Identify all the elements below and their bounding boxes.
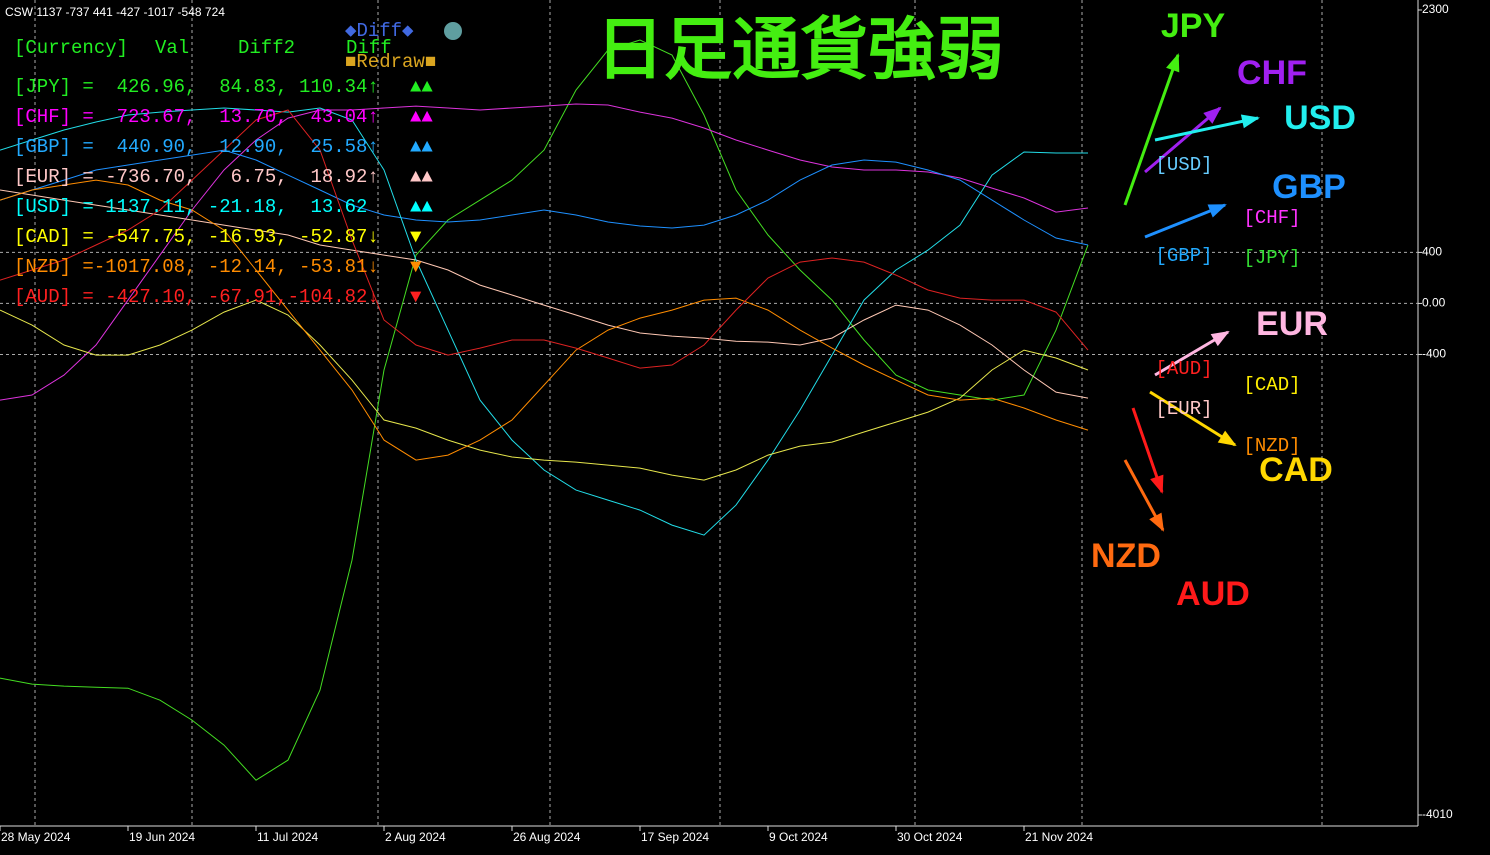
currency-tag: [NZD]: [1243, 435, 1300, 457]
table-row: [JPY] = 426.96, 84.83, 110.34↑: [14, 76, 379, 98]
y-tick-label: 400: [1422, 245, 1442, 259]
series-line: [0, 39, 1089, 781]
table-row: [EUR] = -736.70, 6.75, 18.92↑: [14, 166, 379, 188]
series-line: [0, 107, 1088, 536]
y-tick-label: 2300: [1422, 2, 1449, 16]
arrow-head: [1203, 106, 1222, 124]
signal: ▲▲: [410, 136, 433, 158]
y-tick-label: -400: [1422, 347, 1446, 361]
table-row: [AUD] = -427.10, -67.91,-104.82↓: [14, 286, 379, 308]
table-header: Diff: [346, 37, 392, 59]
arrow-head: [1150, 474, 1164, 494]
x-tick-label: 11 Jul 2024: [257, 830, 318, 844]
y-tick-label: -4010: [1422, 807, 1453, 821]
x-tick-label: 2 Aug 2024: [385, 830, 446, 844]
currency-label: EUR: [1256, 305, 1328, 343]
currency-tag: [CAD]: [1243, 374, 1300, 396]
table-row: [CHF] = 723.67, 13.70, 43.04↑: [14, 106, 379, 128]
signal: ▲▲: [410, 196, 433, 218]
arrow-head: [1240, 114, 1260, 129]
currency-label: AUD: [1176, 575, 1250, 613]
header: CSW 1137 -737 441 -427 -1017 -548 724: [5, 5, 225, 19]
signal: ▲▲: [410, 106, 433, 128]
overlay: [Currency] Val Diff2 Diff [JPY] = 426.96, 84…: [14, 7, 1356, 613]
currency-tag: [GBP]: [1155, 245, 1212, 267]
button[interactable]: ■Redraw■: [345, 51, 436, 73]
currency-label: CHF: [1237, 54, 1307, 92]
arrow: [1144, 106, 1221, 174]
arrow: [1123, 54, 1180, 206]
arrow-head: [1207, 204, 1227, 218]
chart-title: 日足通貨強弱: [596, 12, 1004, 88]
table-header: Diff2: [238, 37, 295, 59]
signal: ▼: [410, 286, 422, 308]
currency-label: USD: [1284, 99, 1356, 137]
arrow-head: [1149, 512, 1164, 532]
currency-tag: [AUD]: [1155, 358, 1212, 380]
series-line: [0, 103, 1089, 401]
currency-tag: [JPY]: [1243, 247, 1300, 269]
series-line: [0, 109, 1089, 369]
currency-label: CAD: [1259, 451, 1333, 489]
arrow: [1154, 116, 1259, 142]
table-header: [Currency]: [14, 37, 128, 59]
arrow: [1149, 390, 1236, 447]
x-tick-label: 17 Sep 2024: [641, 830, 709, 844]
x-tick-label: 28 May 2024: [1, 830, 71, 844]
currency-label: GBP: [1272, 168, 1346, 206]
y-tick-label: 0.00: [1422, 296, 1446, 310]
toggle-button[interactable]: [444, 22, 462, 40]
series-line: [0, 299, 1089, 481]
table-header: Val: [155, 37, 189, 59]
signal: ▲▲: [410, 76, 433, 98]
x-tick-label: 30 Oct 2024: [897, 830, 963, 844]
arrow-head: [1210, 330, 1230, 347]
currency-label: NZD: [1091, 537, 1161, 575]
arrow-head: [1217, 430, 1237, 447]
currency-tag: [USD]: [1155, 154, 1212, 176]
signal: ▼: [410, 226, 422, 248]
x-tick-label: 9 Oct 2024: [769, 830, 828, 844]
grid: 2300 400 0.00 -400 -4010 28 May 2024 19 Jun 20…: [0, 2, 1453, 844]
table-row: [NZD] =-1017.08, -12.14, -53.81↓: [14, 256, 379, 278]
x-tick-label: 19 Jun 2024: [129, 830, 195, 844]
table-row: [CAD] = -547.75, -16.93, -52.87↓: [14, 226, 379, 248]
currency-tag: [CHF]: [1243, 207, 1300, 229]
signal: ▲▲: [410, 166, 433, 188]
series-line: [0, 179, 1089, 461]
series-line: [0, 149, 1089, 246]
arrow-head: [1166, 53, 1180, 73]
x-tick-label: 26 Aug 2024: [513, 830, 581, 844]
series-line: [0, 189, 1089, 399]
signal: ▼: [410, 256, 422, 278]
table-row: [GBP] = 440.90, 12.90, 25.58↑: [14, 136, 379, 158]
currency-tag: [EUR]: [1155, 398, 1212, 420]
series-lines: [0, 39, 1089, 781]
arrows: [1123, 53, 1260, 532]
button[interactable]: ◆Diff◆: [345, 20, 414, 42]
currency-label: JPY: [1161, 7, 1226, 45]
x-tick-label: 21 Nov 2024: [1025, 830, 1093, 844]
table-row: [USD] = 1137.11, -21.18, 13.62: [14, 196, 367, 218]
